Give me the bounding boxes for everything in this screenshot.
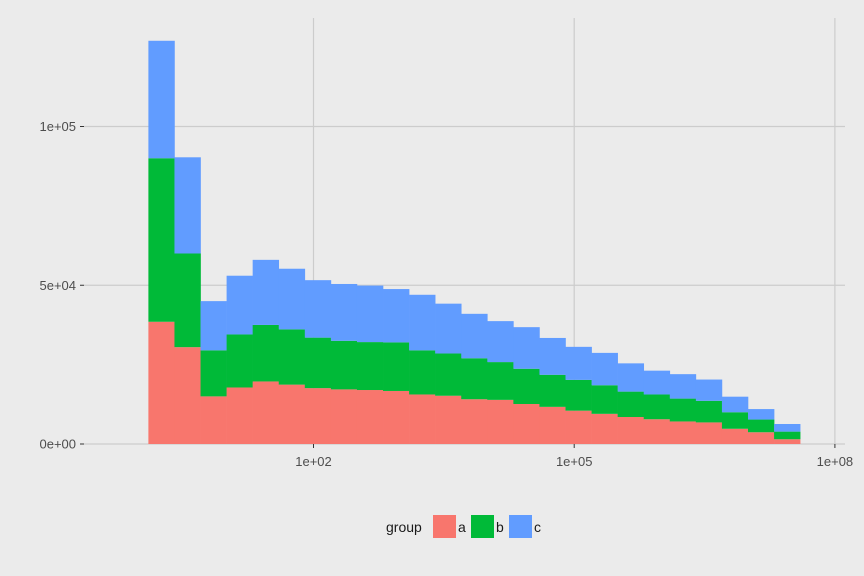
legend-key-b bbox=[471, 515, 494, 538]
bar-b bbox=[643, 394, 671, 420]
bar-a bbox=[461, 399, 488, 444]
bar-b bbox=[539, 374, 566, 407]
bar-a bbox=[487, 399, 514, 444]
bar-c bbox=[174, 157, 201, 254]
bar-b bbox=[565, 379, 592, 411]
legend-label-b: b bbox=[496, 519, 504, 535]
bar-b bbox=[330, 340, 358, 390]
bar-a bbox=[278, 384, 306, 444]
bar-c bbox=[330, 283, 358, 341]
bar-c bbox=[774, 423, 801, 432]
x-tick-label: 1e+05 bbox=[556, 454, 593, 469]
legend-label-c: c bbox=[534, 519, 541, 535]
bar-c bbox=[200, 301, 227, 351]
bar-b bbox=[148, 158, 175, 322]
bar-c bbox=[278, 268, 306, 330]
y-tick-label: 0e+00 bbox=[39, 437, 76, 452]
bar-a bbox=[695, 422, 723, 444]
bar-b bbox=[409, 350, 436, 395]
x-tick-label: 1e+02 bbox=[295, 454, 332, 469]
legend-title: group bbox=[386, 519, 422, 535]
bar-a bbox=[252, 381, 280, 444]
bar-a bbox=[148, 321, 175, 444]
bar-a bbox=[565, 410, 592, 444]
bar-b bbox=[435, 353, 462, 396]
bar-c bbox=[565, 346, 592, 380]
bar-a bbox=[591, 413, 618, 444]
bar-a bbox=[513, 403, 540, 444]
legend-key-a bbox=[433, 515, 456, 538]
legend-key-c bbox=[509, 515, 532, 538]
bar-b bbox=[774, 431, 801, 440]
bar-a bbox=[748, 432, 775, 444]
bar-c bbox=[721, 396, 749, 413]
bar-b bbox=[748, 419, 775, 433]
legend: group a b c bbox=[386, 515, 541, 538]
bar-b bbox=[513, 368, 540, 404]
bar-a bbox=[435, 395, 462, 444]
bar-b bbox=[669, 398, 697, 422]
bar-c bbox=[591, 352, 618, 386]
bar-b bbox=[383, 342, 410, 391]
bar-c bbox=[356, 285, 384, 343]
bar-a bbox=[669, 421, 697, 444]
bar-b bbox=[591, 385, 618, 414]
legend-label-a: a bbox=[458, 519, 466, 535]
bar-b bbox=[226, 334, 253, 388]
y-tick-label: 1e+05 bbox=[39, 119, 76, 134]
bar-a bbox=[617, 417, 645, 444]
bar-b bbox=[252, 324, 280, 382]
x-axis: 1e+02 1e+05 1e+08 bbox=[295, 444, 853, 469]
x-tick-label: 1e+08 bbox=[817, 454, 854, 469]
bar-c bbox=[383, 289, 410, 343]
bar-b bbox=[304, 337, 332, 389]
bars-layer bbox=[148, 40, 801, 444]
bar-b bbox=[695, 400, 723, 423]
bar-c bbox=[304, 280, 332, 338]
bar-b bbox=[461, 358, 488, 400]
bar-b bbox=[278, 329, 306, 385]
bar-a bbox=[774, 439, 801, 444]
bar-a bbox=[643, 419, 671, 444]
bar-b bbox=[356, 342, 384, 391]
bar-b bbox=[721, 412, 749, 429]
bar-a bbox=[356, 390, 384, 444]
bar-a bbox=[330, 389, 358, 444]
bar-a bbox=[539, 406, 566, 444]
bar-c bbox=[148, 40, 175, 159]
bar-a bbox=[226, 387, 253, 444]
bar-c bbox=[252, 259, 280, 325]
bar-c bbox=[695, 379, 723, 401]
bar-a bbox=[721, 428, 749, 444]
bar-c bbox=[409, 294, 436, 351]
bar-c bbox=[513, 327, 540, 369]
bar-c bbox=[748, 409, 775, 420]
bar-c bbox=[617, 363, 645, 392]
bar-c bbox=[643, 370, 671, 395]
bar-a bbox=[409, 394, 436, 444]
y-tick-label: 5e+04 bbox=[39, 278, 76, 293]
bar-c bbox=[226, 275, 253, 335]
bar-b bbox=[200, 350, 227, 397]
bar-b bbox=[617, 391, 645, 418]
bar-a bbox=[383, 390, 410, 444]
bar-a bbox=[174, 347, 201, 444]
bar-c bbox=[539, 337, 566, 375]
bar-c bbox=[669, 374, 697, 399]
y-axis: 0e+00 5e+04 1e+05 bbox=[39, 119, 84, 452]
bar-a bbox=[200, 396, 227, 444]
bar-b bbox=[174, 253, 201, 348]
bar-c bbox=[435, 303, 462, 354]
bar-b bbox=[487, 362, 514, 400]
bar-c bbox=[461, 313, 488, 359]
bar-c bbox=[487, 321, 514, 363]
bar-a bbox=[304, 388, 332, 444]
